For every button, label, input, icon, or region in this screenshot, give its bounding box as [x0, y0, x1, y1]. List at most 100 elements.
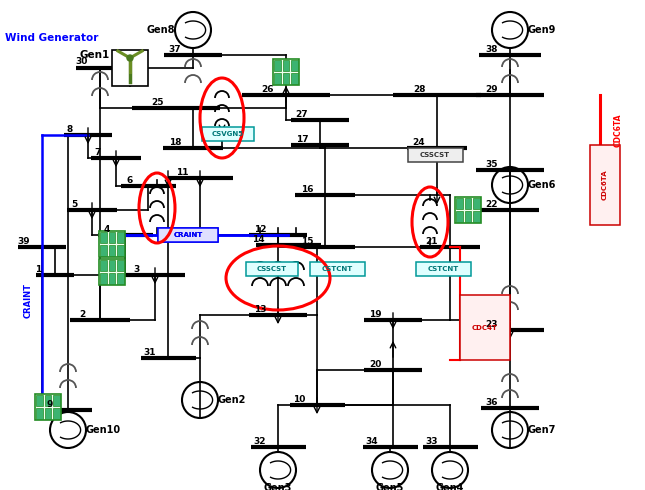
Text: 33: 33 — [426, 437, 438, 445]
Text: Gen1: Gen1 — [80, 50, 110, 60]
Bar — [36, 408, 43, 419]
Text: 13: 13 — [253, 304, 266, 314]
FancyBboxPatch shape — [35, 394, 61, 420]
Bar — [45, 395, 52, 406]
Text: 26: 26 — [262, 84, 274, 94]
Text: 19: 19 — [369, 310, 381, 318]
Bar — [274, 73, 281, 84]
FancyBboxPatch shape — [273, 59, 299, 85]
Text: 7: 7 — [95, 147, 101, 156]
Bar — [117, 260, 124, 271]
Text: 1: 1 — [35, 265, 41, 273]
Text: CDC4T: CDC4T — [472, 325, 498, 331]
FancyBboxPatch shape — [416, 262, 471, 276]
Text: 18: 18 — [169, 138, 181, 147]
FancyBboxPatch shape — [460, 295, 510, 360]
Text: 6: 6 — [127, 175, 133, 185]
Bar — [100, 232, 106, 243]
Text: Gen10: Gen10 — [86, 425, 121, 435]
Text: CDC6TA: CDC6TA — [602, 170, 608, 200]
FancyBboxPatch shape — [455, 197, 481, 223]
Text: 20: 20 — [369, 360, 381, 368]
Bar — [456, 198, 462, 209]
Bar — [108, 273, 115, 284]
Bar — [464, 198, 471, 209]
Text: 15: 15 — [301, 237, 313, 245]
Bar — [274, 60, 281, 71]
FancyBboxPatch shape — [158, 228, 218, 242]
Text: Gen7: Gen7 — [528, 425, 557, 435]
Bar — [36, 395, 43, 406]
Circle shape — [127, 55, 133, 61]
Text: CSSCST: CSSCST — [257, 266, 287, 272]
FancyBboxPatch shape — [246, 262, 298, 276]
Bar — [292, 60, 298, 71]
FancyBboxPatch shape — [99, 231, 125, 257]
Text: Gen9: Gen9 — [528, 25, 557, 35]
Text: 9: 9 — [47, 399, 53, 409]
Bar — [117, 245, 124, 256]
FancyBboxPatch shape — [202, 127, 254, 141]
Text: 8: 8 — [67, 124, 73, 133]
Text: 4: 4 — [104, 224, 110, 234]
Text: Gen6: Gen6 — [528, 180, 557, 190]
Bar — [292, 73, 298, 84]
Text: CDC6TA: CDC6TA — [613, 113, 622, 147]
Text: 31: 31 — [144, 347, 156, 357]
Text: 23: 23 — [486, 319, 498, 328]
Text: 38: 38 — [486, 45, 498, 53]
Text: 21: 21 — [426, 237, 438, 245]
Text: 17: 17 — [295, 134, 308, 144]
Bar — [283, 60, 290, 71]
FancyBboxPatch shape — [112, 50, 148, 86]
Text: 39: 39 — [17, 237, 30, 245]
Text: 24: 24 — [413, 138, 425, 147]
Bar — [117, 273, 124, 284]
Text: 3: 3 — [134, 265, 140, 273]
Bar — [54, 395, 60, 406]
Text: 36: 36 — [486, 397, 498, 407]
Text: 5: 5 — [71, 199, 77, 209]
Text: 14: 14 — [252, 235, 264, 244]
Bar — [100, 273, 106, 284]
Bar — [100, 260, 106, 271]
Bar — [45, 408, 52, 419]
Text: 16: 16 — [301, 185, 313, 194]
Bar — [117, 232, 124, 243]
Text: CRAINT: CRAINT — [174, 232, 203, 238]
Bar — [108, 232, 115, 243]
Text: 35: 35 — [486, 160, 498, 169]
Text: 37: 37 — [169, 45, 181, 53]
Bar — [108, 245, 115, 256]
Bar — [54, 408, 60, 419]
Text: CRAINT: CRAINT — [174, 232, 203, 238]
FancyBboxPatch shape — [158, 228, 218, 242]
Text: Gen3: Gen3 — [264, 483, 292, 490]
Text: CRAINT: CRAINT — [23, 283, 32, 318]
Bar — [100, 245, 106, 256]
Text: CSTCNT: CSTCNT — [321, 266, 353, 272]
FancyBboxPatch shape — [310, 262, 365, 276]
Text: Gen2: Gen2 — [218, 395, 246, 405]
Text: Gen5: Gen5 — [376, 483, 404, 490]
Text: 12: 12 — [253, 224, 266, 234]
Bar — [456, 211, 462, 222]
Bar — [108, 260, 115, 271]
FancyBboxPatch shape — [590, 145, 620, 225]
Bar — [473, 198, 480, 209]
Text: Gen4: Gen4 — [436, 483, 464, 490]
FancyBboxPatch shape — [408, 148, 463, 162]
Text: Wind Generator: Wind Generator — [5, 33, 99, 43]
Text: 29: 29 — [486, 84, 499, 94]
Text: 11: 11 — [175, 168, 188, 176]
Bar — [283, 73, 290, 84]
Text: 30: 30 — [76, 57, 88, 67]
Text: CSSCST: CSSCST — [420, 152, 450, 158]
Text: 28: 28 — [413, 84, 425, 94]
FancyBboxPatch shape — [99, 259, 125, 285]
Text: 2: 2 — [79, 310, 85, 318]
Text: 22: 22 — [486, 199, 498, 209]
Text: CSTCNT: CSTCNT — [428, 266, 459, 272]
Text: CSVGN5: CSVGN5 — [212, 131, 244, 137]
Text: 25: 25 — [152, 98, 164, 106]
